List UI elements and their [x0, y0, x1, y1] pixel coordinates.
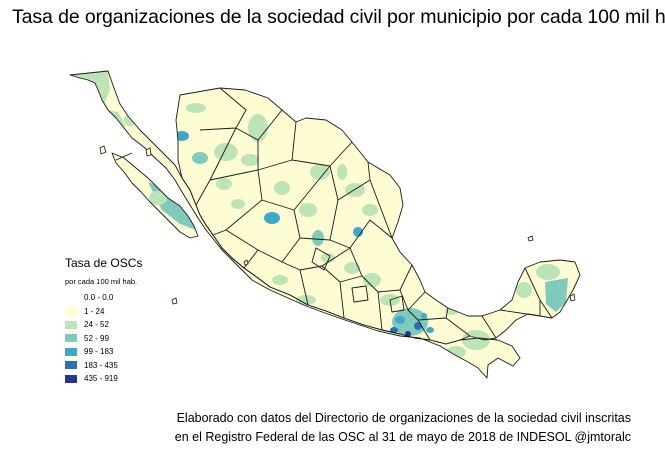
legend-swatch: [65, 374, 77, 383]
legend-item: 435 - 919: [65, 372, 142, 386]
legend-label: 52 - 99: [84, 333, 109, 343]
source-credits: Elaborado con datos del Directorio de or…: [175, 409, 631, 447]
credits-line-1: Elaborado con datos del Directorio de or…: [176, 411, 631, 425]
credits-line-2: en el Registro Federal de las OSC al 31 …: [174, 430, 631, 444]
legend-subtitle: por cada 100 mil hab.: [65, 277, 138, 286]
legend-swatch: [65, 347, 77, 356]
legend-swatch: [65, 334, 77, 343]
legend-item: 24 - 52: [65, 318, 142, 332]
legend-rows: 0.0 - 0.0 1 - 24 24 - 52 52 - 99 99 - 18…: [65, 291, 142, 386]
legend-item: 99 - 183: [65, 345, 142, 359]
legend-label: 1 - 24: [84, 306, 105, 316]
legend-label: 183 - 435: [84, 360, 118, 370]
state-borders: [69, 70, 581, 379]
legend-label: 99 - 183: [84, 347, 114, 357]
legend-swatch: [65, 361, 77, 370]
map-legend: Tasa de OSCs por cada 100 mil hab. 0.0 -…: [65, 256, 142, 386]
legend-item: 1 - 24: [65, 305, 142, 319]
legend-title: Tasa de OSCs: [65, 256, 143, 270]
map-title: Tasa de organizaciones de la sociedad ci…: [12, 6, 665, 28]
legend-swatch: [65, 307, 77, 316]
legend-label: 435 - 919: [84, 374, 118, 384]
legend-label: 0.0 - 0.0: [84, 293, 114, 303]
legend-item: 0.0 - 0.0: [65, 291, 142, 305]
legend-item: 183 - 435: [65, 359, 142, 373]
islands: [99, 145, 576, 305]
legend-label: 24 - 52: [84, 320, 109, 330]
legend-swatch: [65, 293, 77, 302]
legend-item: 52 - 99: [65, 332, 142, 346]
legend-swatch: [65, 320, 77, 329]
